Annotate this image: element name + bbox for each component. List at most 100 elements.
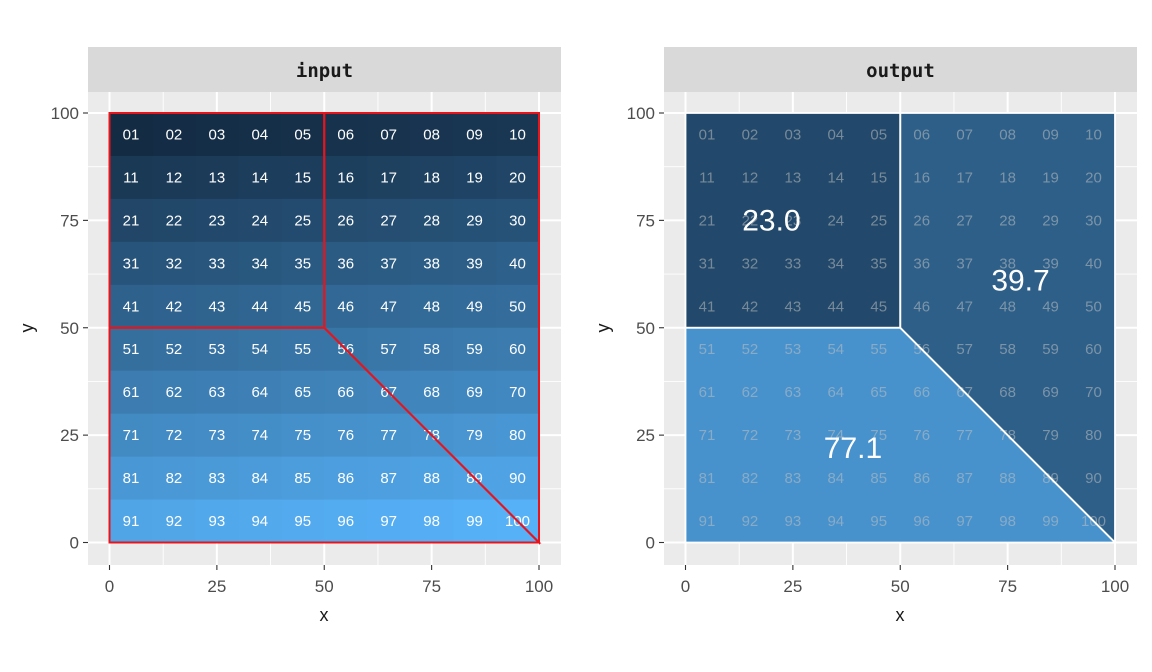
cell-label: 45 <box>870 298 887 315</box>
heatmap-cell <box>367 327 411 372</box>
cell-label: 26 <box>337 212 354 229</box>
cell-label: 95 <box>870 513 887 530</box>
strip-background-input <box>88 47 561 92</box>
cell-label: 49 <box>1042 298 1059 315</box>
cell-label: 20 <box>1085 169 1102 186</box>
heatmap-cell <box>410 155 454 200</box>
cell-label: 86 <box>337 470 354 487</box>
heatmap-cell <box>281 456 325 501</box>
heatmap-cell <box>109 413 154 458</box>
cell-label: 82 <box>742 470 759 487</box>
cell-label: 91 <box>699 513 716 530</box>
cell-label: 48 <box>999 298 1016 315</box>
cell-label: 16 <box>913 169 930 186</box>
cell-label: 34 <box>251 255 268 272</box>
strip-label-input: input <box>296 60 353 82</box>
y-tick-label: 50 <box>636 319 655 338</box>
x-tick-label: 25 <box>783 577 802 596</box>
cell-label: 02 <box>742 126 759 143</box>
heatmap-cell <box>281 413 325 458</box>
cell-label: 22 <box>166 212 183 229</box>
cell-label: 43 <box>209 298 226 315</box>
heatmap-cell <box>453 499 497 544</box>
x-tick-label: 0 <box>681 577 690 596</box>
zone-mean-label: 23.0 <box>742 204 800 237</box>
y-tick-label: 75 <box>60 211 79 230</box>
cell-label: 57 <box>956 341 973 358</box>
cell-label: 41 <box>699 298 716 315</box>
heatmap-cell <box>496 284 540 329</box>
heatmap-cell <box>281 241 325 286</box>
heatmap-cell <box>238 241 282 286</box>
cell-label: 61 <box>699 384 716 401</box>
cell-label: 19 <box>466 169 483 186</box>
cell-label: 97 <box>956 513 973 530</box>
heatmap-cell <box>281 327 325 372</box>
strip-label-output: output <box>866 60 935 82</box>
cell-label: 63 <box>209 384 226 401</box>
cell-label: 11 <box>699 169 715 186</box>
cell-label: 31 <box>699 255 716 272</box>
cell-label: 15 <box>294 169 311 186</box>
cell-label: 24 <box>827 212 844 229</box>
y-tick-label: 25 <box>636 426 655 445</box>
cell-label: 03 <box>209 126 226 143</box>
cell-label: 99 <box>1042 513 1059 530</box>
cell-label: 28 <box>423 212 440 229</box>
zone-mean-labels-output: 23.0 39.7 77.1 <box>742 204 1050 465</box>
y-tick-label: 0 <box>646 534 655 553</box>
cell-label: 77 <box>956 427 973 444</box>
cell-label: 11 <box>123 169 139 186</box>
cell-label: 74 <box>827 427 844 444</box>
heatmap-cell <box>496 113 540 157</box>
zone-fills-output <box>685 112 1116 544</box>
heatmap-cell <box>195 113 239 157</box>
zone-outline <box>684 326 1118 544</box>
cell-label: 06 <box>337 126 354 143</box>
cell-label: 53 <box>209 341 226 358</box>
cell-label: 44 <box>827 298 844 315</box>
heatmap-cell <box>367 155 411 200</box>
cell-label: 05 <box>294 126 311 143</box>
cell-label: 99 <box>466 513 483 530</box>
heatmap-cell <box>152 241 196 286</box>
x-tick-label: 100 <box>525 577 553 596</box>
cell-label: 58 <box>423 341 440 358</box>
heatmap-cell <box>453 413 497 458</box>
heatmap-cell <box>152 155 196 200</box>
cell-label: 59 <box>1042 341 1059 358</box>
heatmap-cell <box>324 241 368 286</box>
cell-label: 60 <box>1085 341 1102 358</box>
heatmap-cell <box>195 370 239 415</box>
cell-label: 31 <box>123 255 140 272</box>
cell-label: 83 <box>209 470 226 487</box>
cell-label: 27 <box>380 212 397 229</box>
heatmap-cell <box>109 284 154 329</box>
heatmap-cell <box>152 113 196 157</box>
cell-label: 84 <box>251 470 268 487</box>
cell-label: 44 <box>251 298 268 315</box>
heatmap-cell <box>238 284 282 329</box>
cell-label: 14 <box>827 169 844 186</box>
heatmap-cell <box>238 113 282 157</box>
cell-label: 57 <box>380 341 397 358</box>
heatmap-cell <box>453 155 497 200</box>
cell-label: 55 <box>870 341 887 358</box>
heatmap-cell <box>152 284 196 329</box>
cell-label: 25 <box>870 212 887 229</box>
cell-label: 71 <box>123 427 140 444</box>
cell-label: 39 <box>1042 255 1059 272</box>
cell-label: 29 <box>1042 212 1059 229</box>
cell-label: 47 <box>380 298 397 315</box>
cell-label: 52 <box>742 341 759 358</box>
cell-label: 86 <box>913 470 930 487</box>
cell-label: 53 <box>785 341 802 358</box>
heatmap-cell <box>453 241 497 286</box>
heatmap-cell <box>281 155 325 200</box>
cell-label: 01 <box>699 126 716 143</box>
cell-label: 55 <box>294 341 311 358</box>
cell-label: 40 <box>509 255 526 272</box>
x-axis-title-output: x <box>896 605 905 625</box>
cell-label: 69 <box>466 384 483 401</box>
